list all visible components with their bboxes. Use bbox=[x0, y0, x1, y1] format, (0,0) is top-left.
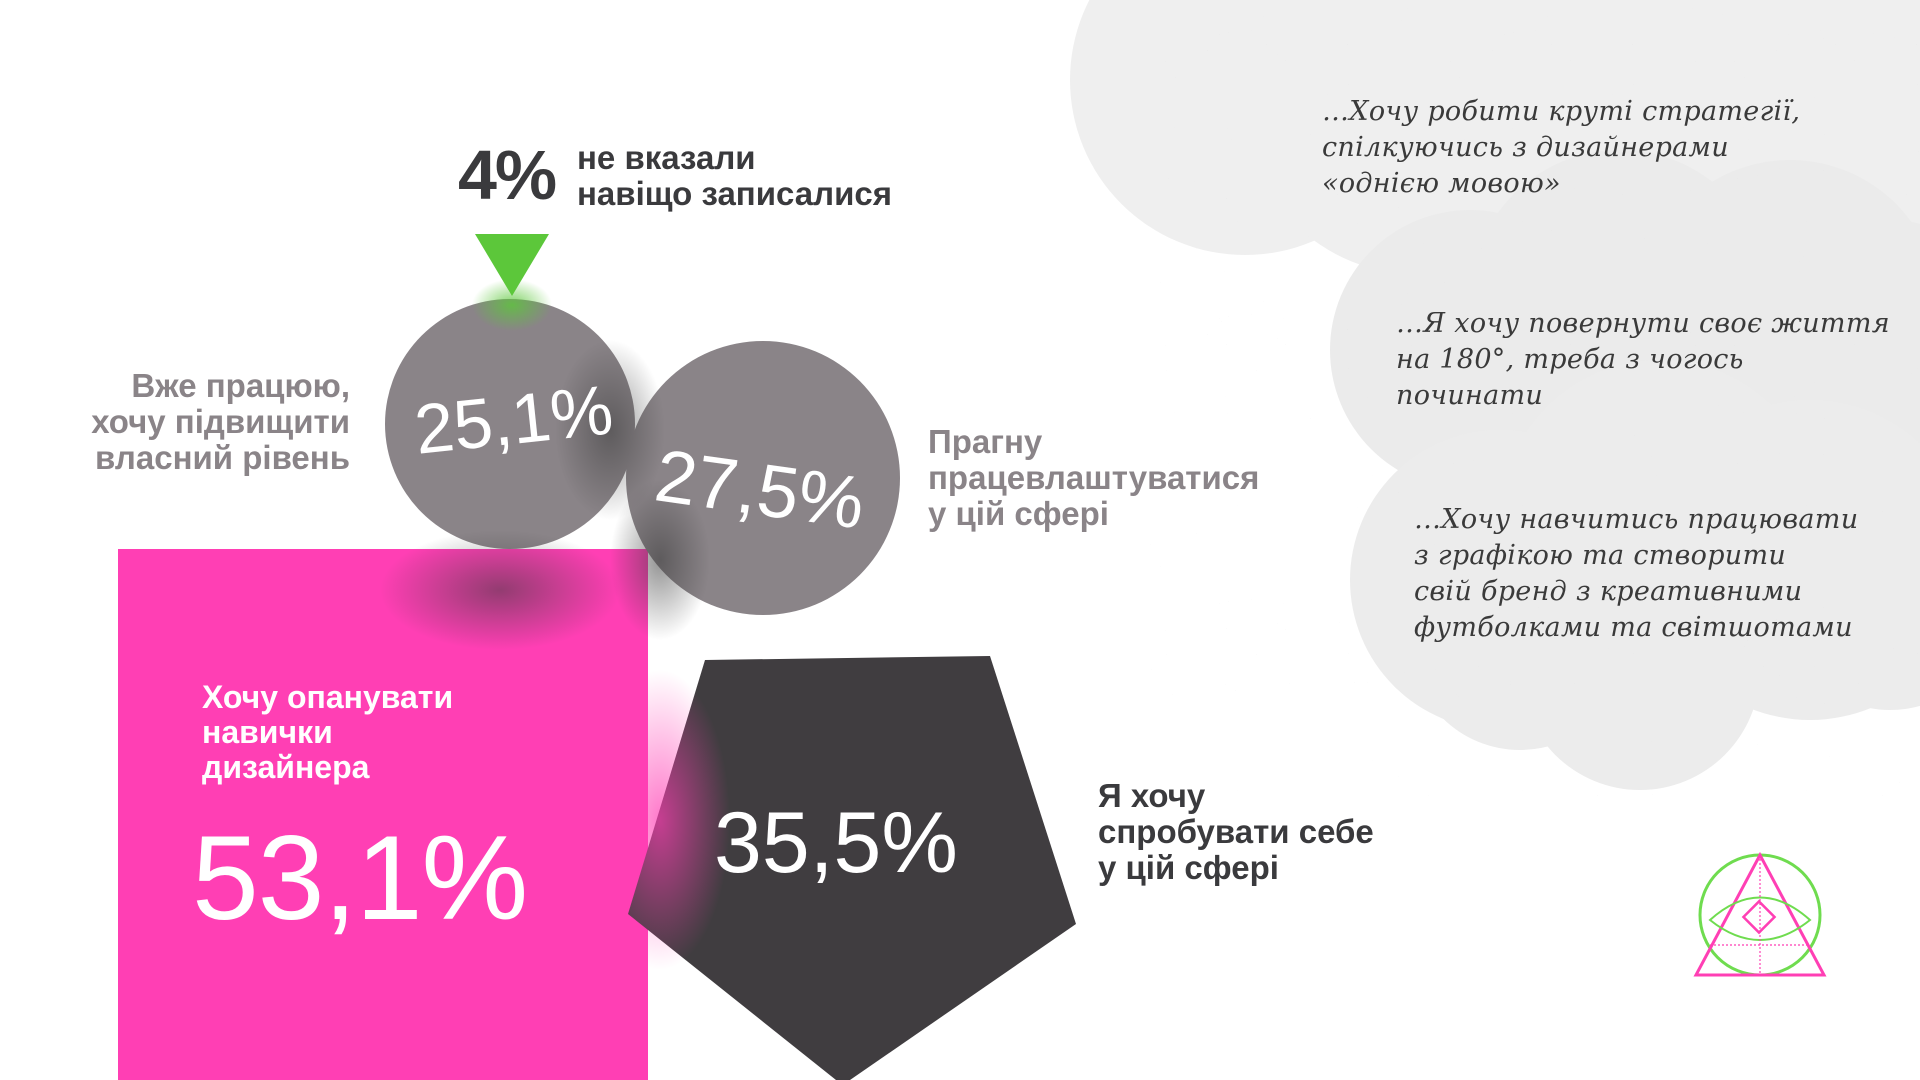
quote-turn-life: …Я хочу повернути своє життя на 180°, тр… bbox=[1396, 308, 1890, 411]
label-unknown: не вказали навіщо записалися bbox=[577, 139, 892, 212]
quote-brand: …Хочу навчитись працювати з графікою та … bbox=[1414, 504, 1859, 643]
value-learn-skills: 53,1% bbox=[192, 811, 528, 945]
label-already-working: Вже працюю, хочу підвищити власний рівен… bbox=[91, 367, 350, 476]
triangle-eye-logo-icon bbox=[1693, 851, 1827, 977]
value-try-self: 35,5% bbox=[714, 795, 958, 891]
down-triangle-icon bbox=[475, 234, 549, 296]
quote-strategy: …Хочу робити круті стратегії, спілкуючис… bbox=[1322, 96, 1801, 199]
label-get-job: Прагну працевлаштуватися у цій сфері bbox=[928, 423, 1260, 532]
label-try-self: Я хочу спробувати себе у цій сфері bbox=[1098, 777, 1374, 886]
label-learn-skills: Хочу опанувати навички дизайнера bbox=[202, 679, 454, 785]
value-already-working: 25,1% bbox=[410, 370, 617, 469]
value-unknown: 4% bbox=[458, 136, 557, 214]
dark-pentagon bbox=[628, 656, 1076, 1080]
